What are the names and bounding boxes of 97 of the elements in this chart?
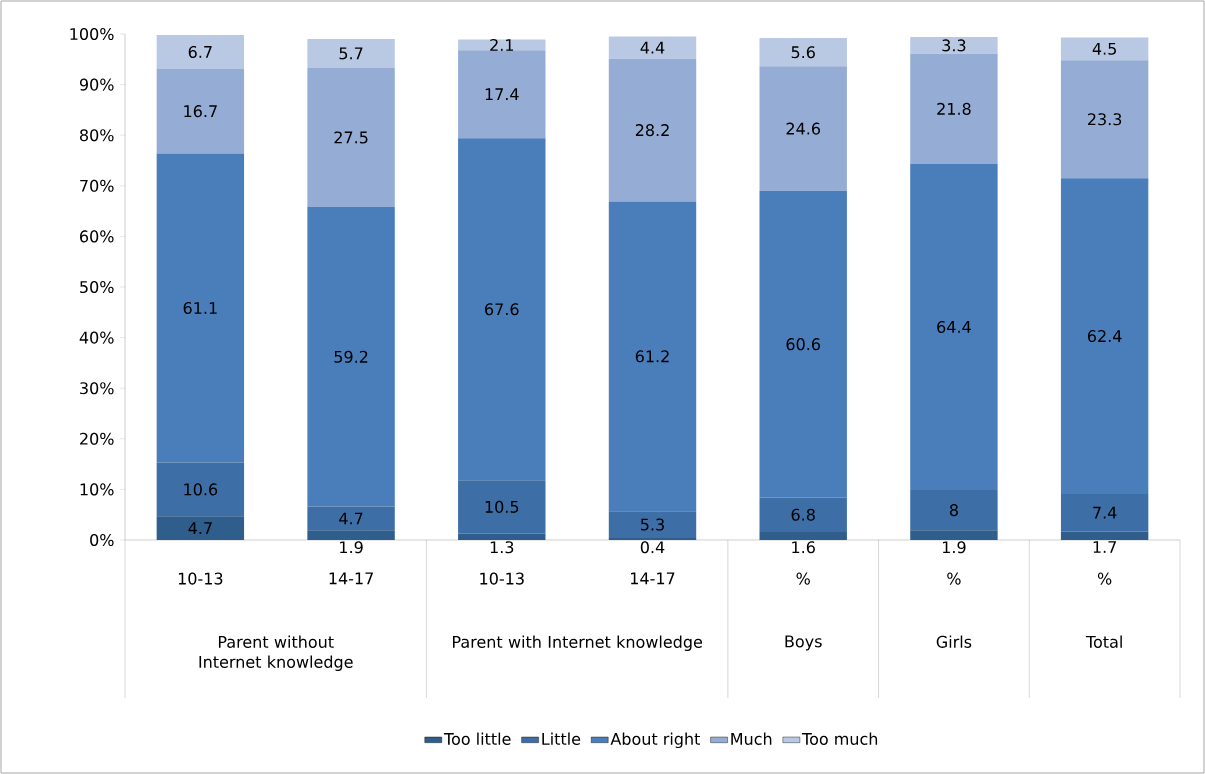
legend-label: Too little <box>443 732 511 745</box>
legend-label: Little <box>542 732 581 745</box>
data-label: 0.4 <box>640 541 665 554</box>
bar <box>458 138 546 481</box>
bar <box>608 36 697 59</box>
legend-label: Too much <box>802 732 878 745</box>
data-label: 62.4 <box>1087 330 1122 343</box>
y-tick-label: 20% <box>80 432 114 445</box>
bar <box>608 511 697 538</box>
data-label: 6.7 <box>188 45 212 58</box>
text: Girls <box>936 635 972 648</box>
bar <box>307 67 395 208</box>
bar <box>1060 37 1149 61</box>
x-tick-label: 10-13 <box>480 572 524 585</box>
data-label: 3.3 <box>942 39 966 52</box>
x-tick-label: % <box>796 572 810 585</box>
bar <box>910 530 998 540</box>
bar <box>910 164 998 490</box>
x-tick-label: 14-17 <box>631 572 675 585</box>
bar <box>156 35 245 69</box>
y-tick-label: 0% <box>90 533 114 547</box>
data-label: 1.3 <box>490 541 514 554</box>
data-label: 61.2 <box>635 350 669 363</box>
data-label: 16.7 <box>184 105 217 118</box>
bar <box>608 537 697 540</box>
data-label: 4.4 <box>640 41 665 54</box>
data-label: 1.9 <box>942 541 966 554</box>
data-label: 60.6 <box>786 338 821 351</box>
bar <box>759 66 847 191</box>
text: Parent with Internet knowledge <box>453 635 703 651</box>
bar <box>1060 60 1149 179</box>
x-tick-label: 10-13 <box>178 572 223 585</box>
y-tick-label: 100% <box>70 27 114 41</box>
bar <box>910 53 998 165</box>
data-label: 67.6 <box>485 303 519 316</box>
bar <box>458 50 546 139</box>
data-label: 2.1 <box>490 38 514 51</box>
data-label: 5.3 <box>641 518 664 531</box>
y-tick-label: 30% <box>80 382 114 395</box>
data-label: 5.7 <box>339 47 363 60</box>
bar <box>458 533 546 540</box>
text: Boys <box>785 635 822 651</box>
x-tick-label: % <box>947 572 961 585</box>
y-tick-label: 10% <box>80 483 114 496</box>
y-tick-label: 70% <box>80 179 114 192</box>
y-tick-label: 80% <box>80 129 114 142</box>
data-label: 8 <box>949 504 958 517</box>
bar <box>307 506 395 531</box>
bar <box>759 38 847 67</box>
y-tick-label: 90% <box>79 78 114 91</box>
bar <box>910 37 998 54</box>
bar <box>156 462 245 517</box>
data-label: 21.8 <box>937 102 971 115</box>
bar <box>759 531 847 540</box>
data-label: 64.4 <box>937 320 971 334</box>
bar <box>307 39 395 68</box>
bar <box>307 207 395 507</box>
data-label: 27.5 <box>334 131 368 144</box>
data-label: 6.8 <box>791 508 815 521</box>
bar <box>307 530 395 540</box>
text: Total <box>1085 635 1122 648</box>
data-label: 23.3 <box>1087 113 1122 126</box>
bar <box>156 68 245 154</box>
bar <box>458 480 546 534</box>
data-label: 5.6 <box>791 46 815 59</box>
legend-label: Much <box>731 732 772 745</box>
x-tick-label: % <box>1097 572 1112 585</box>
data-label: 10.5 <box>485 500 519 513</box>
y-tick-label: 60% <box>80 230 114 243</box>
bar <box>1060 178 1149 494</box>
bar <box>1060 493 1149 532</box>
data-label: 28.2 <box>635 124 669 137</box>
bar <box>759 190 847 498</box>
bar <box>1060 531 1149 540</box>
data-label: 1.6 <box>792 541 815 554</box>
y-tick-label: 50% <box>80 280 114 294</box>
data-label: 4.7 <box>339 512 363 525</box>
data-label: 1.9 <box>340 541 363 554</box>
bar <box>608 58 697 202</box>
bar <box>608 201 697 512</box>
data-label: 7.4 <box>1093 506 1117 519</box>
data-label: 59.2 <box>334 350 368 363</box>
data-label: 4.5 <box>1092 42 1116 55</box>
data-label: 17.4 <box>485 88 519 101</box>
text: Parent without Internet knowledge <box>199 635 353 671</box>
bar <box>910 489 998 531</box>
bar <box>156 516 245 540</box>
x-tick-label: 14-17 <box>329 572 373 585</box>
legend-label: About right <box>610 732 700 749</box>
data-label: 10.6 <box>184 483 218 496</box>
data-label: 4.7 <box>188 522 212 534</box>
bar <box>759 497 847 532</box>
bar <box>156 153 245 463</box>
data-label: 1.7 <box>1093 541 1116 553</box>
y-tick-label: 40% <box>79 331 114 344</box>
data-label: 24.6 <box>786 122 821 135</box>
data-label: 61.1 <box>183 301 217 315</box>
